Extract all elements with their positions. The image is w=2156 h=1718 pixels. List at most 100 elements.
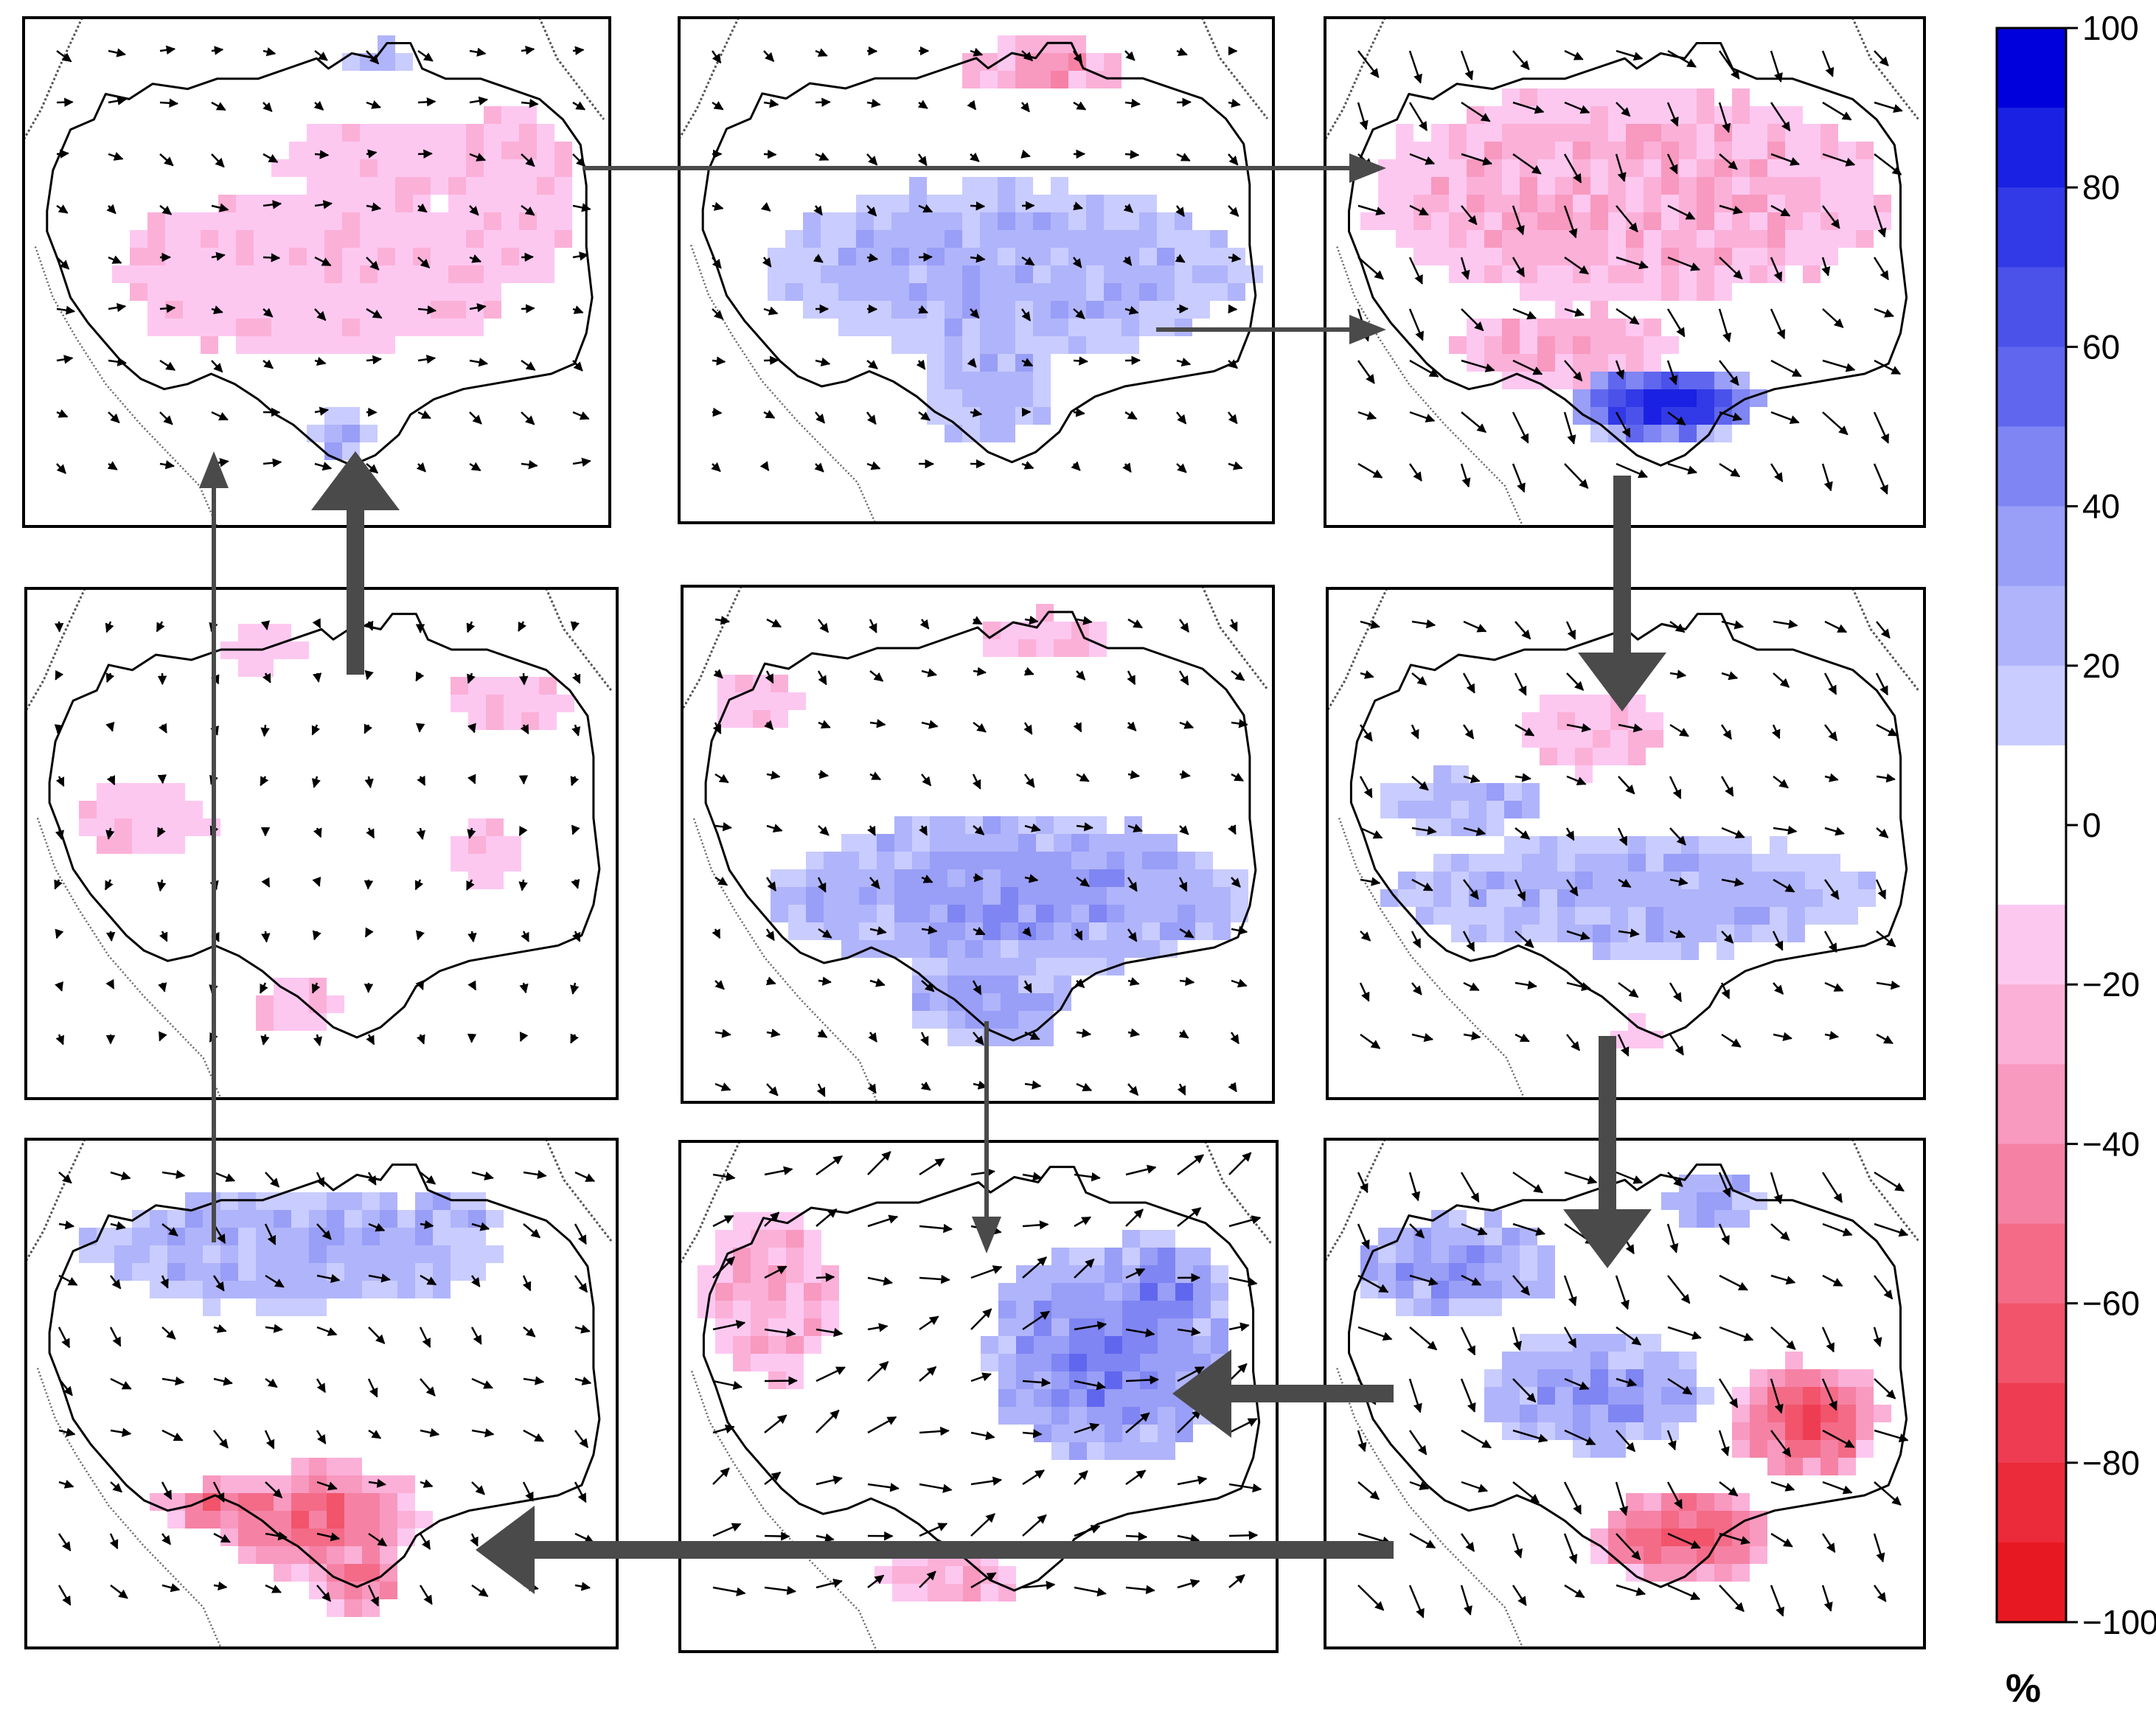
- wind-vector: [571, 879, 580, 889]
- anomaly-cell: [1610, 925, 1628, 942]
- wind-vector: [55, 1034, 65, 1046]
- anomaly-cell: [1608, 195, 1626, 212]
- anomaly-cell: [1679, 1352, 1697, 1369]
- colorbar-block: [1997, 984, 2066, 1065]
- wind-vector: [1616, 256, 1649, 270]
- anomaly-cell: [1590, 230, 1608, 248]
- anomaly-cell: [1054, 922, 1071, 940]
- wind-vector: [417, 203, 428, 213]
- wind-vector: [1228, 205, 1239, 218]
- wind-vector: [712, 356, 726, 366]
- anomaly-cell: [183, 319, 201, 336]
- wind-vector: [469, 205, 479, 216]
- anomaly-cell: [344, 1228, 362, 1245]
- anomaly-cell: [236, 301, 254, 319]
- anomaly-cell: [947, 1011, 965, 1029]
- anomaly-cell: [1750, 159, 1767, 177]
- anomaly-cell: [519, 159, 537, 177]
- anomaly-cell: [1107, 869, 1124, 887]
- anomaly-cell: [1821, 230, 1838, 248]
- wind-vector: [1616, 205, 1638, 233]
- wind-vector: [869, 719, 886, 728]
- anomaly-cell: [945, 372, 962, 389]
- anomaly-cell: [1626, 389, 1644, 407]
- anomaly-cell: [771, 887, 788, 905]
- wind-vector: [1463, 620, 1487, 633]
- wind-vector: [1564, 360, 1583, 382]
- anomaly-cell: [344, 1546, 362, 1564]
- wind-vector: [1463, 774, 1481, 784]
- anomaly-cell: [1608, 124, 1626, 142]
- anomaly-cell: [1071, 958, 1089, 975]
- anomaly-cell: [1644, 1511, 1661, 1529]
- anomaly-cell: [1697, 88, 1714, 106]
- anomaly-cell: [1575, 730, 1593, 748]
- wind-vector: [366, 463, 379, 474]
- wind-vector: [1564, 307, 1585, 317]
- wind-vector: [1411, 1032, 1434, 1043]
- anomaly-cell: [1469, 783, 1486, 801]
- anomaly-cell: [909, 212, 927, 230]
- anomaly-cell: [1122, 1354, 1140, 1371]
- wind-vector: [470, 1275, 481, 1287]
- anomaly-cell: [1051, 1265, 1069, 1283]
- anomaly-cell: [185, 1210, 203, 1228]
- anomaly-cell: [519, 265, 537, 283]
- wind-vector: [1228, 359, 1238, 369]
- anomaly-cell: [1015, 301, 1033, 319]
- anomaly-cell: [1467, 177, 1484, 195]
- anomaly-cell: [1661, 389, 1679, 407]
- anomaly-cell: [397, 1263, 415, 1281]
- wind-vector: [1461, 411, 1486, 434]
- anomaly-cell: [291, 1263, 309, 1281]
- wind-vector: [1176, 463, 1187, 473]
- wind-vector: [471, 1377, 493, 1389]
- anomaly-cell: [344, 1458, 362, 1475]
- anomaly-cell: [1608, 283, 1626, 301]
- anomaly-cell: [928, 1584, 945, 1602]
- wind-vector: [465, 879, 475, 891]
- anomaly-cell: [965, 940, 983, 958]
- anomaly-cell: [1484, 1387, 1502, 1405]
- anomaly-cell: [1016, 1407, 1034, 1425]
- anomaly-cell: [150, 1281, 167, 1298]
- anomaly-cell: [1036, 922, 1054, 940]
- anomaly-cell: [1160, 922, 1178, 940]
- anomaly-cell: [1555, 372, 1573, 389]
- wind-vector: [213, 1532, 231, 1543]
- anomaly-cell: [1679, 106, 1697, 124]
- anomaly-cell: [1360, 1281, 1378, 1298]
- anomaly-cell: [1557, 907, 1575, 925]
- wind-vector: [260, 724, 270, 737]
- anomaly-cell: [1036, 940, 1054, 958]
- wind-vector: [866, 360, 878, 369]
- anomaly-cell: [1122, 1336, 1140, 1354]
- anomaly-cell: [980, 195, 998, 212]
- anomaly-cell: [395, 53, 413, 71]
- anomaly-cell: [804, 1318, 821, 1336]
- anomaly-cell: [309, 1564, 327, 1582]
- wind-vector: [714, 876, 728, 886]
- anomaly-cell: [1679, 1387, 1697, 1405]
- wind-vector: [58, 1326, 71, 1349]
- anomaly-cell: [1051, 1248, 1069, 1265]
- anomaly-cell: [448, 301, 466, 319]
- anomaly-cell: [1018, 852, 1036, 869]
- anomaly-cell: [1714, 425, 1732, 442]
- basin-outline: [48, 613, 601, 1039]
- anomaly-cell: [1140, 1389, 1158, 1407]
- anomaly-cell: [1679, 177, 1697, 195]
- wind-vector: [1617, 827, 1628, 846]
- anomaly-cell: [289, 195, 307, 212]
- anomaly-cell: [1213, 887, 1231, 905]
- anomaly-cell: [1001, 1011, 1018, 1029]
- anomaly-cell: [1557, 889, 1575, 907]
- anomaly-cell: [1001, 975, 1018, 993]
- anomaly-cell: [1628, 836, 1646, 854]
- anomaly-cell: [448, 283, 466, 301]
- anomaly-cell: [1803, 195, 1821, 212]
- anomaly-cell: [1714, 1210, 1732, 1228]
- anomaly-cell: [1590, 248, 1608, 265]
- anomaly-cell: [431, 265, 448, 283]
- wind-vector: [574, 1582, 591, 1591]
